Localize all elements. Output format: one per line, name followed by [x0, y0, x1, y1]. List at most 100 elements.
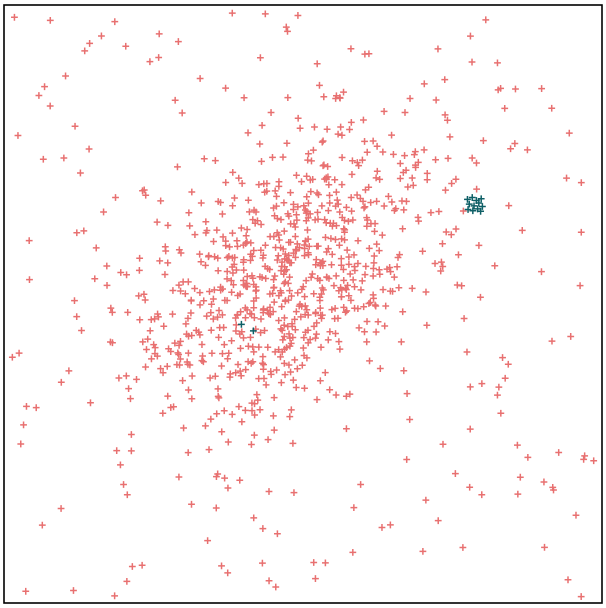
- data-point: [452, 225, 460, 233]
- data-point: [303, 207, 311, 215]
- data-point: [237, 344, 244, 352]
- data-point: [282, 296, 289, 304]
- data-point: [279, 153, 287, 161]
- data-point: [353, 159, 361, 166]
- data-point: [349, 276, 357, 284]
- data-point: [111, 18, 119, 26]
- data-point: [244, 129, 252, 137]
- data-point: [275, 182, 283, 190]
- data-point: [323, 273, 331, 281]
- data-point: [304, 235, 312, 243]
- data-point: [319, 162, 327, 170]
- data-point: [257, 315, 265, 323]
- data-point: [73, 313, 81, 321]
- data-point: [511, 140, 519, 147]
- data-point: [258, 122, 266, 129]
- data-point: [328, 306, 336, 314]
- data-point: [73, 229, 81, 237]
- data-point: [264, 436, 272, 444]
- data-point: [214, 198, 222, 205]
- data-point: [314, 275, 322, 282]
- data-point: [125, 385, 133, 393]
- data-point: [127, 431, 135, 438]
- data-point: [255, 343, 263, 351]
- data-point: [223, 275, 231, 283]
- data-point: [473, 159, 480, 167]
- data-point: [233, 311, 241, 319]
- data-point: [349, 216, 357, 224]
- data-point: [361, 271, 369, 279]
- data-point: [540, 478, 548, 486]
- data-point: [270, 394, 278, 401]
- data-point: [233, 266, 240, 274]
- data-point: [252, 208, 260, 216]
- data-point: [161, 271, 169, 278]
- data-point: [336, 208, 344, 216]
- data-point: [248, 407, 256, 415]
- data-point: [346, 126, 353, 133]
- data-point: [355, 324, 363, 332]
- data-point: [347, 194, 355, 201]
- data-point: [41, 83, 48, 91]
- data-point: [231, 194, 238, 202]
- data-point: [337, 261, 345, 269]
- data-point: [297, 313, 305, 321]
- data-point: [157, 197, 165, 205]
- data-point: [332, 391, 340, 399]
- data-point: [326, 191, 333, 199]
- data-point: [387, 268, 394, 276]
- data-point: [333, 196, 341, 204]
- data-point: [365, 300, 373, 307]
- data-point: [240, 334, 247, 342]
- data-point: [207, 415, 215, 423]
- data-point: [353, 191, 361, 199]
- data-point: [390, 150, 397, 158]
- data-point: [117, 269, 125, 276]
- data-point: [304, 226, 311, 234]
- data-point: [300, 202, 308, 210]
- data-point: [316, 81, 323, 89]
- data-point: [253, 391, 261, 399]
- data-point: [202, 422, 209, 430]
- data-point: [382, 302, 390, 310]
- data-point: [230, 281, 237, 289]
- data-point: [350, 504, 358, 512]
- data-point: [363, 214, 371, 222]
- data-point: [171, 339, 179, 347]
- data-point: [385, 193, 392, 200]
- data-point: [468, 58, 476, 66]
- data-point: [419, 548, 427, 555]
- data-point: [214, 267, 222, 275]
- data-point: [318, 311, 326, 319]
- data-point: [275, 346, 283, 354]
- data-point: [151, 315, 158, 323]
- data-point: [340, 276, 348, 284]
- data-point: [324, 245, 332, 252]
- data-point: [207, 309, 215, 316]
- data-point: [354, 305, 362, 313]
- data-point: [285, 330, 293, 338]
- data-point: [182, 320, 190, 328]
- data-point: [312, 261, 320, 269]
- data-point: [57, 378, 65, 386]
- data-point: [438, 258, 445, 266]
- data-point: [301, 252, 308, 260]
- data-point: [348, 171, 356, 178]
- data-point: [240, 241, 247, 249]
- data-point: [256, 54, 264, 62]
- data-point: [216, 324, 224, 332]
- data-point: [271, 272, 279, 280]
- data-point: [313, 60, 321, 68]
- data-point: [371, 228, 378, 235]
- data-point: [261, 262, 269, 270]
- data-point: [224, 355, 232, 363]
- data-point: [501, 374, 509, 382]
- data-point: [198, 357, 206, 365]
- data-point: [257, 221, 265, 228]
- data-point: [177, 355, 184, 363]
- data-point: [280, 359, 288, 367]
- data-point: [285, 361, 293, 369]
- data-point: [277, 379, 285, 387]
- data-point: [331, 304, 339, 312]
